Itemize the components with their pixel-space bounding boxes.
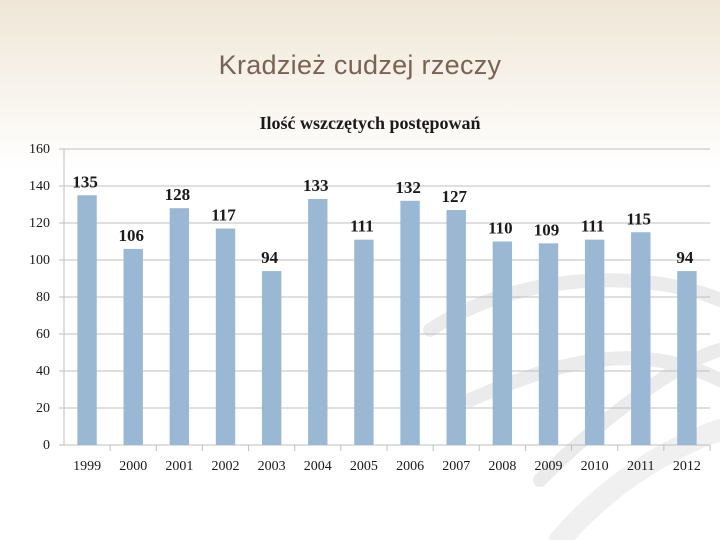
x-tick-label: 2001 xyxy=(165,459,193,474)
bars xyxy=(77,195,697,445)
decorative-swirl-4 xyxy=(549,419,720,540)
data-label: 133 xyxy=(303,176,329,195)
data-label: 117 xyxy=(211,206,236,225)
data-label: 110 xyxy=(488,219,513,238)
gridlines xyxy=(59,148,711,451)
x-tick-label: 2009 xyxy=(535,459,563,474)
y-tick-label: 20 xyxy=(36,401,50,416)
bar-2008 xyxy=(492,241,513,445)
data-label: 128 xyxy=(165,185,191,204)
x-tick-label: 1999 xyxy=(73,459,101,474)
x-tick-label: 2010 xyxy=(581,459,609,474)
data-label: 127 xyxy=(441,187,467,206)
bar-2002 xyxy=(215,228,236,445)
bar-2012 xyxy=(677,271,697,445)
x-tick-label: 2007 xyxy=(442,459,470,474)
x-tick-label: 2003 xyxy=(258,459,286,474)
data-label: 135 xyxy=(72,172,98,191)
data-label: 106 xyxy=(118,226,144,245)
chart-title: Ilość wszczętych postępowań xyxy=(260,113,481,133)
x-tick-label: 2004 xyxy=(304,459,332,474)
x-tick-label: 2011 xyxy=(627,459,654,474)
data-label: 94 xyxy=(676,248,694,267)
data-label: 132 xyxy=(395,178,421,197)
x-tick-label: 2000 xyxy=(119,459,147,474)
y-tick-label: 140 xyxy=(29,179,50,194)
y-axis-ticks: 0 20 40 60 80 100 120 140 160 xyxy=(29,142,50,453)
x-axis-ticks: 1999 2000 2001 2002 2003 2004 2005 2006 2007 2008… xyxy=(73,459,701,474)
y-tick-label: 100 xyxy=(29,253,50,268)
data-label: 109 xyxy=(534,220,560,239)
y-tick-label: 0 xyxy=(43,438,50,453)
bar-2009 xyxy=(538,243,559,445)
bar-2001 xyxy=(169,208,190,445)
bar-2005 xyxy=(354,239,374,445)
bar-2007 xyxy=(446,210,466,445)
x-tick-label: 2006 xyxy=(396,459,424,474)
bar-2000 xyxy=(123,248,143,445)
x-tick-label: 2012 xyxy=(673,459,701,474)
y-tick-label: 80 xyxy=(36,290,50,305)
y-tick-label: 160 xyxy=(29,142,50,157)
x-tick-label: 2008 xyxy=(488,459,516,474)
y-tick-label: 40 xyxy=(36,364,50,379)
bar-2010 xyxy=(584,239,605,445)
x-tick-label: 2002 xyxy=(212,459,240,474)
data-label: 115 xyxy=(627,209,652,228)
bar-2004 xyxy=(308,198,328,445)
x-tick-label: 2005 xyxy=(350,459,378,474)
bar-2006 xyxy=(400,200,420,445)
data-labels: 135 106 128 117 94 133 111 132 127 110 109 111 115 94 xyxy=(72,172,694,267)
data-label: 111 xyxy=(581,217,605,236)
y-tick-label: 60 xyxy=(36,327,50,342)
bar-2011 xyxy=(631,232,651,445)
bar-2003 xyxy=(261,271,282,445)
data-label: 111 xyxy=(350,217,374,236)
slide-title: Kradzież cudzej rzeczy xyxy=(218,50,502,80)
bar-1999 xyxy=(77,195,97,445)
data-label: 94 xyxy=(261,248,279,267)
y-tick-label: 120 xyxy=(29,216,50,231)
